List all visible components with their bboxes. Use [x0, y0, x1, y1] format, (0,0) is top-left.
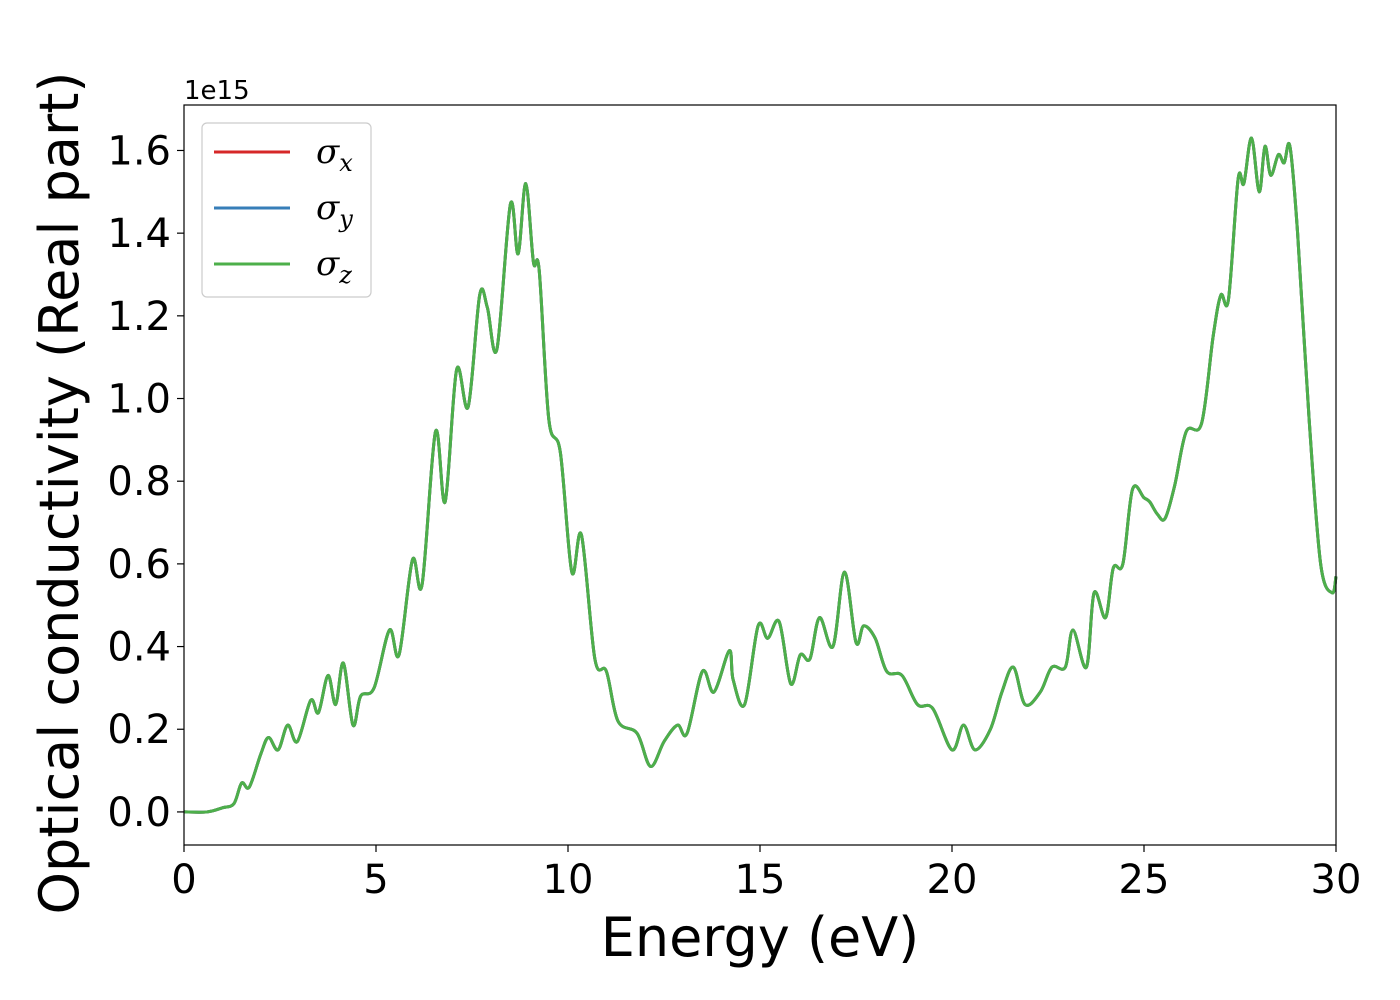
x-tick-label: 10: [543, 857, 594, 903]
x-tick-label: 0: [171, 857, 196, 903]
y-tick-label: 0.2: [107, 707, 171, 753]
x-axis-ticks: 0 5 10 15 20 25 30: [171, 845, 1361, 903]
y-tick-label: 0.8: [107, 459, 171, 505]
x-tick-label: 5: [363, 857, 388, 903]
legend: σx σy σz: [201, 122, 372, 298]
x-tick-label: 30: [1311, 857, 1362, 903]
legend-label: σz: [316, 244, 352, 289]
y-tick-label: 1.0: [107, 377, 171, 423]
y-axis-offset-text: 1e15: [184, 76, 250, 106]
y-tick-label: 1.2: [107, 294, 171, 340]
legend-box: [201, 122, 372, 298]
series-line-3: [183, 136, 1338, 814]
y-tick-label: 0.0: [107, 790, 171, 836]
y-axis-title: Optical conductivity (Real part): [28, 72, 91, 915]
x-tick-label: 25: [1119, 857, 1170, 903]
x-tick-label: 15: [735, 857, 786, 903]
legend-label: σx: [316, 132, 353, 177]
legend-label: σy: [316, 188, 353, 233]
y-tick-label: 0.4: [107, 625, 171, 671]
y-tick-label: 1.4: [107, 211, 171, 257]
y-tick-label: 0.6: [107, 542, 171, 588]
series-layer: [183, 136, 1338, 814]
y-tick-label: 1.6: [107, 128, 171, 174]
y-axis-ticks: 0.0 0.2 0.4 0.6 0.8 1.0 1.2 1.4 1.6: [107, 128, 184, 836]
x-axis-title: Energy (eV): [601, 906, 920, 969]
x-tick-label: 20: [927, 857, 978, 903]
